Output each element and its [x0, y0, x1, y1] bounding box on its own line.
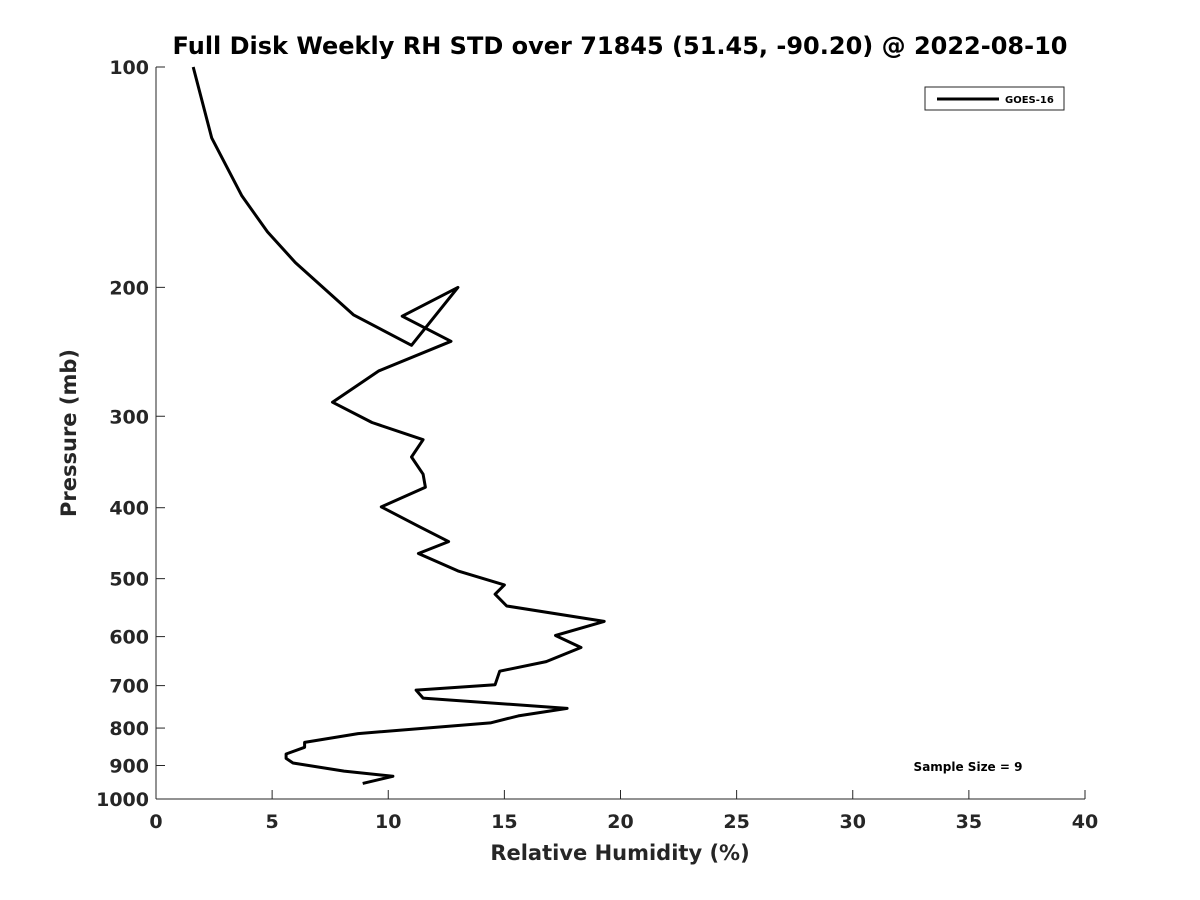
x-tick-label: 0	[149, 811, 162, 833]
y-tick-label: 100	[109, 57, 149, 79]
x-tick-label: 35	[956, 811, 982, 833]
x-tick-label: 10	[375, 811, 401, 833]
y-tick-label: 1000	[96, 789, 149, 811]
legend-label: GOES-16	[1005, 95, 1054, 106]
y-axis-ticks: 100 200 300 400 500 600 700 800 900 1000	[96, 57, 165, 811]
x-tick-label: 15	[491, 811, 517, 833]
y-axis-label: Pressure (mb)	[57, 349, 81, 517]
x-axis-ticks: 0 5 10 15 20 25 30 35 40	[149, 790, 1098, 833]
sample-size-annotation: Sample Size = 9	[914, 760, 1023, 774]
x-tick-label: 30	[840, 811, 866, 833]
y-tick-label: 500	[109, 569, 149, 591]
y-tick-label: 700	[109, 676, 149, 698]
y-tick-label: 800	[109, 718, 149, 740]
x-axis-label: Relative Humidity (%)	[490, 841, 749, 865]
series-line-goes-16	[191, 66, 606, 785]
x-tick-label: 25	[723, 811, 749, 833]
plot-area	[156, 67, 1085, 799]
y-tick-label: 900	[109, 756, 149, 778]
chart-title: Full Disk Weekly RH STD over 71845 (51.4…	[173, 32, 1068, 60]
y-tick-label: 300	[109, 406, 149, 428]
x-tick-label: 40	[1072, 811, 1098, 833]
x-tick-label: 5	[266, 811, 279, 833]
y-tick-label: 600	[109, 627, 149, 649]
y-tick-label: 200	[109, 277, 149, 299]
x-tick-label: 20	[607, 811, 633, 833]
legend: GOES-16	[924, 86, 1065, 111]
y-tick-label: 400	[109, 498, 149, 520]
